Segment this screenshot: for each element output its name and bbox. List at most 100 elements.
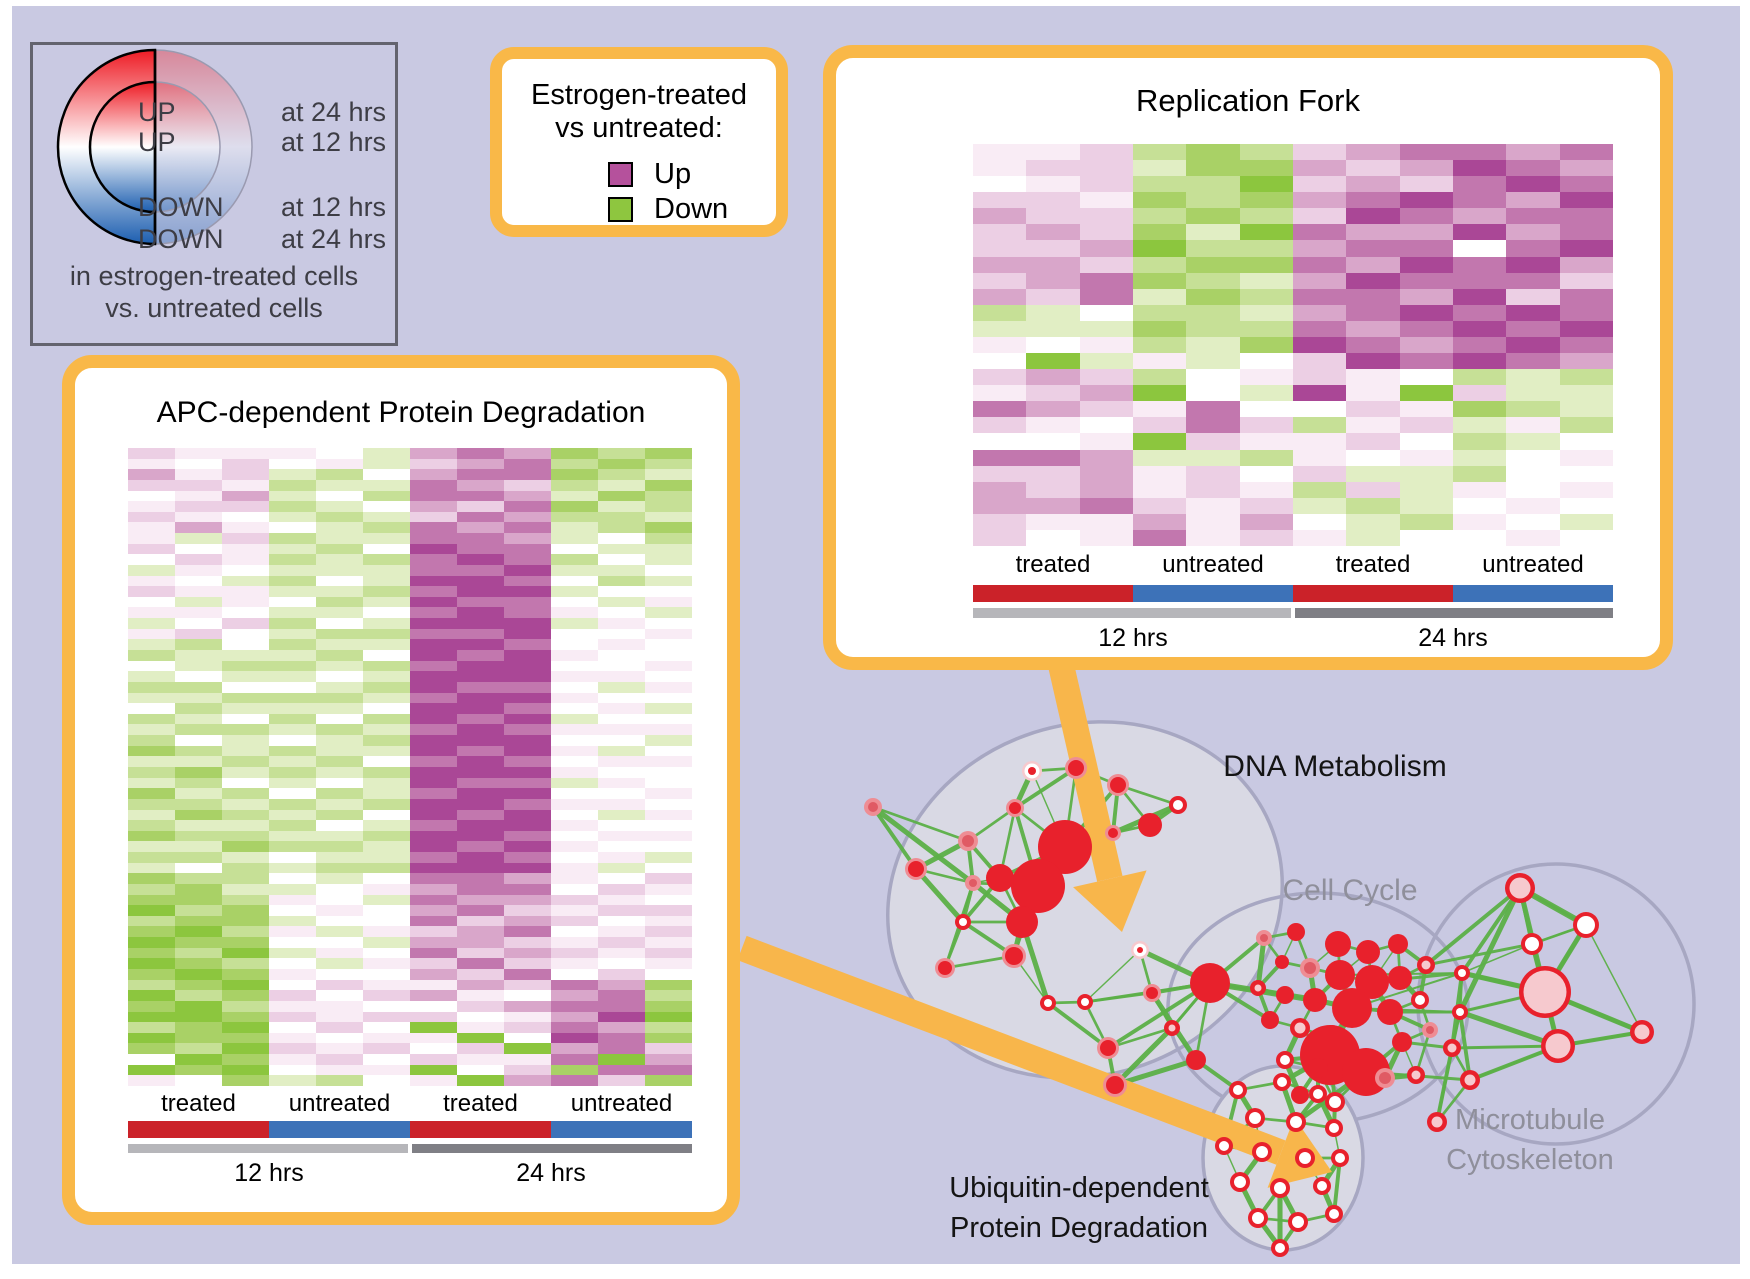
heatmap-cell: [128, 1043, 175, 1055]
heatmap-cell: [316, 671, 363, 682]
network-nodes: [864, 757, 1654, 1257]
heatmap-cell: [363, 1000, 410, 1012]
heatmap-cell: [973, 465, 1027, 482]
heatmap-cell: [316, 958, 363, 970]
heatmap-cell: [222, 990, 269, 1001]
heatmap-cell: [269, 862, 316, 874]
heatmap-cell: [128, 607, 175, 619]
heatmap-cell: [1399, 497, 1453, 514]
heatmap-cell: [363, 1011, 410, 1023]
heatmap-cell: [1399, 449, 1453, 466]
heatmap-cell: [410, 543, 457, 555]
heatmap-cell: [973, 320, 1027, 337]
heatmap-cell: [410, 1022, 457, 1033]
heatmap-cell: [222, 926, 269, 938]
heatmap-cell: [128, 543, 175, 555]
heatmap-cell: [551, 809, 598, 821]
heatmap-cell: [410, 745, 457, 757]
heatmap-cell: [175, 883, 222, 895]
heatmap-cell: [1079, 465, 1133, 482]
heatmap-cell: [316, 1054, 363, 1065]
heatmap-cell: [222, 618, 269, 629]
heatmap-cell: [269, 554, 316, 565]
heatmap-cell: [551, 479, 598, 491]
heatmap-cell: [269, 937, 316, 948]
heatmap-cell: [175, 1011, 222, 1023]
heatmap-cell: [175, 756, 222, 767]
heatmap-cell: [1239, 288, 1293, 305]
heatmap-cell: [410, 756, 457, 767]
heatmap-cell: [316, 937, 363, 948]
heatmap-cell: [1026, 336, 1080, 354]
heatmap-cell: [598, 905, 645, 916]
ring-legend-time: at 24 hrs: [281, 224, 387, 254]
heatmap-cell: [1559, 160, 1613, 177]
heatmap-cell: [222, 1022, 269, 1033]
heatmap-cell: [1132, 529, 1187, 546]
heatmap-cell: [1186, 369, 1240, 386]
heatmap-cell: [128, 1011, 175, 1023]
down-color-swatch: [608, 197, 633, 222]
heatmap-cell: [269, 841, 316, 853]
heatmap-cell: [175, 575, 222, 587]
heatmap-cell: [1239, 336, 1293, 354]
heatmap-cell: [645, 596, 692, 608]
heatmap-cell: [1186, 529, 1240, 546]
heatmap-cell: [645, 905, 692, 916]
heatmap-cell: [1079, 497, 1133, 514]
heatmap-cell: [1506, 336, 1560, 354]
heatmap-cell: [1346, 369, 1400, 386]
heatmap-cell: [363, 1054, 410, 1065]
heatmap-cell: [598, 724, 645, 736]
heatmap-cell: [973, 288, 1027, 305]
heatmap-cell: [973, 417, 1027, 434]
heatmap-cell: [128, 745, 175, 757]
heatmap-cell: [645, 660, 692, 672]
heatmap-cell: [457, 756, 504, 767]
heatmap-cell: [128, 947, 175, 959]
heatmap-cell: [1399, 320, 1453, 337]
heatmap-cell: [175, 745, 222, 757]
heatmap-cell: [363, 809, 410, 821]
heatmap-cell: [128, 660, 175, 672]
heatmap-cell: [269, 1022, 316, 1033]
heatmap-cell: [551, 756, 598, 767]
heatmap-cell: [316, 841, 363, 853]
heatmap-cell: [222, 873, 269, 884]
heatmap-cell: [363, 958, 410, 970]
heatmap-cell: [222, 490, 269, 502]
heatmap-cell: [363, 596, 410, 608]
heatmap-cell: [1026, 465, 1080, 482]
heatmap-cell: [1132, 481, 1187, 498]
heatmap-cell: [1292, 304, 1347, 321]
heatmap-cell: [1186, 272, 1240, 289]
heatmap-cell: [1506, 160, 1560, 177]
heatmap-cell: [1239, 433, 1293, 450]
heatmap-cell: [1239, 320, 1293, 337]
heatmap-cell: [1079, 529, 1133, 546]
heatmap-cell: [316, 692, 363, 704]
heatmap-cell: [504, 809, 551, 821]
heatmap-cell: [1559, 513, 1613, 530]
heatmap-cell: [269, 501, 316, 512]
heatmap-cell: [551, 650, 598, 661]
heatmap-cell: [316, 479, 363, 491]
heatmap-cell: [1186, 224, 1240, 241]
heatmap-cell: [645, 618, 692, 629]
heatmap-cell: [1292, 224, 1347, 241]
heatmap-cell: [504, 766, 551, 778]
heatmap-cell: [1346, 401, 1400, 418]
heatmap-cell: [222, 554, 269, 565]
heatmap-cell: [457, 639, 504, 651]
heatmap-cell: [598, 958, 645, 970]
heatmap-cell: [316, 1064, 363, 1076]
heatmap-cell: [1346, 433, 1400, 450]
heatmap-cell: [645, 575, 692, 587]
heatmap-cell: [457, 650, 504, 661]
heatmap-cell: [1506, 176, 1560, 193]
heatmap-cell: [363, 937, 410, 948]
heatmap-cell: [1026, 417, 1080, 434]
heatmap-cell: [1292, 320, 1347, 337]
heatmap-cell: [504, 745, 551, 757]
heatmap-cell: [457, 575, 504, 587]
